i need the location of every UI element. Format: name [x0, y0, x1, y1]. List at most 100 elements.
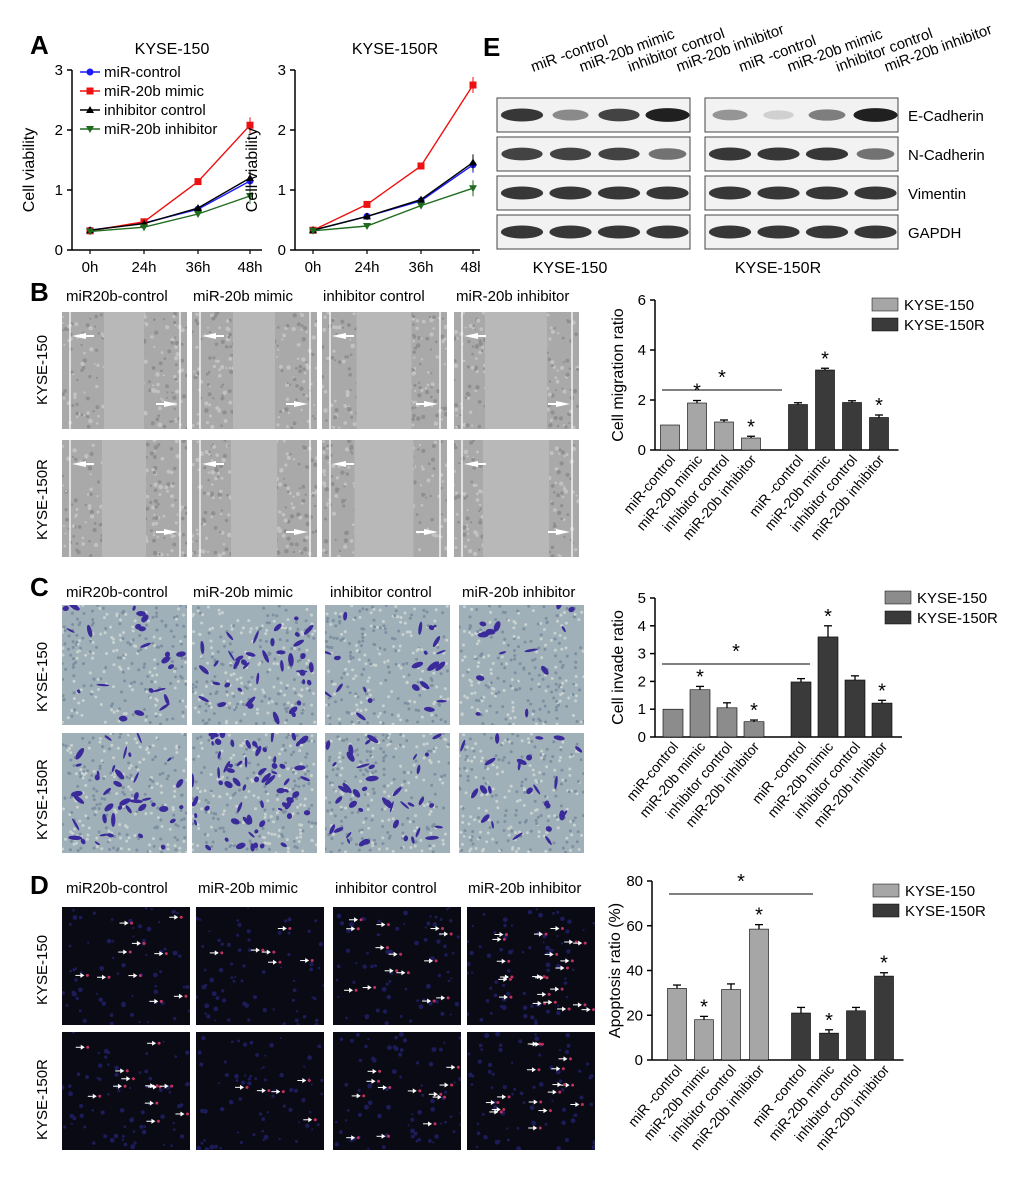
- cell: [443, 324, 447, 330]
- pore: [250, 778, 254, 782]
- pore: [529, 811, 533, 815]
- pore: [568, 773, 572, 777]
- cell: [335, 476, 340, 480]
- cell: [283, 483, 287, 487]
- cell: [549, 423, 553, 428]
- pore: [86, 816, 90, 820]
- pore: [340, 698, 344, 702]
- cell: [331, 325, 336, 329]
- cell: [170, 549, 174, 553]
- pore: [349, 657, 353, 661]
- pore: [292, 839, 296, 843]
- cell: [277, 482, 283, 487]
- pore: [135, 741, 139, 745]
- pore: [470, 692, 474, 696]
- pore: [95, 845, 99, 849]
- cell: [427, 462, 431, 466]
- cell: [170, 340, 175, 345]
- pore: [466, 775, 470, 779]
- nucleus: [555, 963, 561, 969]
- invaded-cell: [167, 757, 172, 762]
- pore: [479, 628, 483, 632]
- pore: [124, 712, 128, 716]
- invaded-cell: [338, 785, 349, 793]
- cell: [301, 498, 306, 503]
- pore: [181, 733, 185, 735]
- condition-label: miR-20b mimic: [193, 584, 294, 601]
- pore: [432, 702, 436, 706]
- cell: [214, 476, 218, 481]
- cell: [94, 325, 97, 328]
- cell: [445, 499, 447, 502]
- nucleus: [139, 1124, 144, 1129]
- pore: [327, 669, 331, 673]
- cell: [415, 513, 419, 516]
- pore: [299, 832, 303, 836]
- cell: [74, 457, 78, 462]
- cell: [152, 470, 157, 475]
- pore: [125, 833, 129, 837]
- invaded-cell: [325, 650, 332, 655]
- pore: [303, 797, 307, 801]
- pore: [338, 721, 342, 725]
- nucleus: [322, 984, 324, 987]
- nucleus: [83, 1125, 87, 1129]
- cell: [222, 543, 226, 546]
- pore: [311, 632, 315, 636]
- cell: [561, 495, 565, 499]
- pore: [553, 637, 557, 641]
- cell: [462, 525, 467, 530]
- cell: [197, 468, 200, 472]
- apoptotic-cell: [432, 999, 436, 1003]
- apoptotic-cell: [441, 927, 445, 931]
- cell: [180, 328, 185, 333]
- nucleus: [542, 941, 545, 944]
- pore: [129, 787, 133, 791]
- cell: [84, 521, 87, 524]
- apoptotic-cell: [567, 1007, 571, 1011]
- pore: [285, 718, 289, 722]
- arrow-icon: [332, 461, 346, 467]
- pore: [534, 722, 538, 725]
- pore: [151, 837, 155, 841]
- pore: [517, 611, 521, 615]
- cell: [462, 422, 467, 428]
- cell: [465, 423, 470, 428]
- apoptotic-cell: [446, 996, 450, 1000]
- pore: [340, 824, 344, 828]
- nucleus: [522, 991, 526, 996]
- cell: [150, 388, 156, 393]
- nucleus: [100, 1110, 105, 1115]
- pore: [207, 810, 211, 814]
- nucleus: [79, 971, 83, 975]
- cell: [174, 498, 177, 502]
- bar: [716, 707, 738, 738]
- blot-band: [805, 186, 849, 200]
- pore: [152, 844, 156, 848]
- protein-label: N-Cadherin: [908, 147, 985, 164]
- cell: [295, 384, 299, 388]
- cell: [149, 484, 152, 487]
- cell: [421, 492, 426, 497]
- pore: [267, 818, 271, 822]
- cell: [286, 382, 289, 385]
- cell: [167, 349, 172, 354]
- pore: [218, 826, 222, 830]
- pore: [88, 650, 92, 654]
- pore: [367, 658, 371, 662]
- pore: [346, 685, 350, 689]
- invaded-cell: [392, 787, 402, 797]
- cell: [162, 514, 166, 518]
- pore: [405, 739, 409, 743]
- invaded-cell: [365, 775, 379, 782]
- cell: [160, 351, 164, 355]
- pore: [554, 794, 558, 798]
- pore: [211, 651, 215, 655]
- cell: [301, 337, 306, 342]
- pore: [535, 650, 539, 654]
- invaded-cell: [367, 698, 373, 704]
- cell: [345, 530, 349, 535]
- pore: [439, 736, 443, 740]
- pore: [508, 740, 512, 744]
- nucleus: [69, 969, 72, 973]
